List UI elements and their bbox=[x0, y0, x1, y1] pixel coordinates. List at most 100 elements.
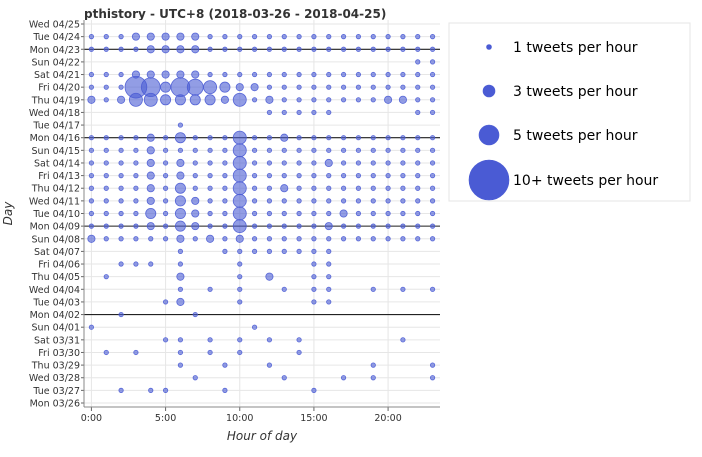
data-point bbox=[400, 147, 406, 153]
data-point bbox=[251, 248, 258, 254]
data-point bbox=[355, 84, 362, 90]
data-point bbox=[177, 147, 184, 153]
data-point bbox=[206, 234, 215, 243]
data-point bbox=[176, 70, 185, 79]
data-point bbox=[148, 387, 154, 393]
data-point bbox=[370, 71, 376, 78]
data-point bbox=[355, 236, 362, 242]
data-point bbox=[103, 135, 109, 141]
data-point bbox=[415, 97, 421, 103]
data-point bbox=[326, 299, 332, 305]
data-point bbox=[191, 32, 200, 41]
data-point bbox=[415, 71, 421, 78]
data-point bbox=[281, 198, 287, 204]
data-point bbox=[296, 210, 302, 217]
data-point bbox=[161, 32, 170, 41]
data-point bbox=[326, 286, 332, 292]
y-tick-label: Wed 03/28 bbox=[29, 373, 80, 384]
data-point bbox=[370, 223, 376, 229]
data-point bbox=[340, 147, 347, 153]
data-point bbox=[88, 185, 95, 191]
data-point bbox=[415, 223, 421, 229]
data-point bbox=[88, 135, 95, 141]
data-point bbox=[118, 387, 124, 393]
data-point bbox=[355, 160, 362, 166]
data-point bbox=[251, 210, 258, 217]
data-point bbox=[207, 349, 213, 356]
data-point bbox=[207, 337, 213, 343]
y-tick-label: Sat 04/14 bbox=[34, 158, 80, 169]
data-point bbox=[232, 92, 247, 107]
data-point bbox=[296, 135, 302, 141]
data-point bbox=[146, 222, 155, 231]
data-point bbox=[400, 198, 406, 204]
data-point bbox=[385, 198, 391, 204]
data-point bbox=[266, 185, 273, 191]
data-point bbox=[251, 185, 258, 191]
data-point bbox=[251, 324, 258, 330]
data-point bbox=[370, 375, 376, 381]
data-point bbox=[355, 34, 362, 40]
data-point bbox=[162, 160, 169, 166]
data-point bbox=[281, 236, 287, 242]
data-point bbox=[370, 84, 376, 90]
data-point bbox=[340, 173, 347, 179]
data-point bbox=[118, 160, 124, 166]
legend-marker bbox=[486, 44, 492, 50]
y-tick-label: Fri 04/13 bbox=[38, 171, 80, 182]
data-point bbox=[145, 207, 157, 219]
data-point bbox=[266, 147, 273, 153]
data-point bbox=[118, 198, 124, 204]
data-point bbox=[326, 109, 332, 116]
data-point bbox=[162, 223, 169, 229]
data-point bbox=[88, 71, 95, 78]
y-tick-label: Wed 04/11 bbox=[29, 196, 80, 207]
data-point bbox=[370, 173, 376, 179]
y-tick-label: Thu 03/29 bbox=[31, 361, 80, 372]
data-point bbox=[311, 210, 317, 217]
data-point bbox=[103, 210, 109, 217]
data-point bbox=[385, 210, 391, 217]
data-point bbox=[177, 286, 184, 292]
data-point bbox=[133, 198, 139, 204]
y-tick-label: Tue 04/17 bbox=[32, 121, 80, 132]
data-point bbox=[385, 34, 391, 40]
data-point bbox=[281, 84, 287, 90]
data-point bbox=[222, 362, 228, 368]
data-point bbox=[118, 185, 124, 191]
data-point bbox=[385, 236, 391, 242]
data-point bbox=[281, 46, 287, 52]
data-point bbox=[88, 46, 95, 52]
data-point bbox=[311, 97, 317, 103]
data-point bbox=[88, 160, 95, 166]
data-point bbox=[118, 210, 124, 217]
data-point bbox=[103, 223, 109, 229]
data-point bbox=[326, 84, 332, 90]
data-point bbox=[324, 158, 333, 168]
data-point bbox=[429, 84, 436, 90]
data-point bbox=[370, 362, 376, 368]
data-point bbox=[266, 135, 273, 141]
points bbox=[87, 32, 436, 393]
data-point bbox=[131, 32, 140, 41]
data-point bbox=[400, 135, 406, 141]
data-point bbox=[296, 223, 302, 229]
data-point bbox=[174, 132, 186, 144]
data-point bbox=[281, 71, 287, 78]
data-point bbox=[251, 147, 258, 153]
data-point bbox=[400, 223, 406, 229]
data-point bbox=[281, 160, 287, 166]
data-point bbox=[133, 210, 139, 217]
data-point bbox=[400, 337, 406, 343]
chart-title: pthistory - UTC+8 (2018-03-26 - 2018-04-… bbox=[84, 7, 386, 21]
data-point bbox=[266, 109, 273, 116]
data-point bbox=[266, 71, 273, 78]
data-point bbox=[207, 46, 213, 52]
data-point bbox=[219, 81, 231, 93]
data-point bbox=[281, 248, 287, 254]
data-point bbox=[326, 46, 332, 52]
data-point bbox=[340, 34, 347, 40]
data-point bbox=[296, 173, 302, 179]
data-point bbox=[429, 223, 436, 229]
data-point bbox=[207, 135, 213, 141]
